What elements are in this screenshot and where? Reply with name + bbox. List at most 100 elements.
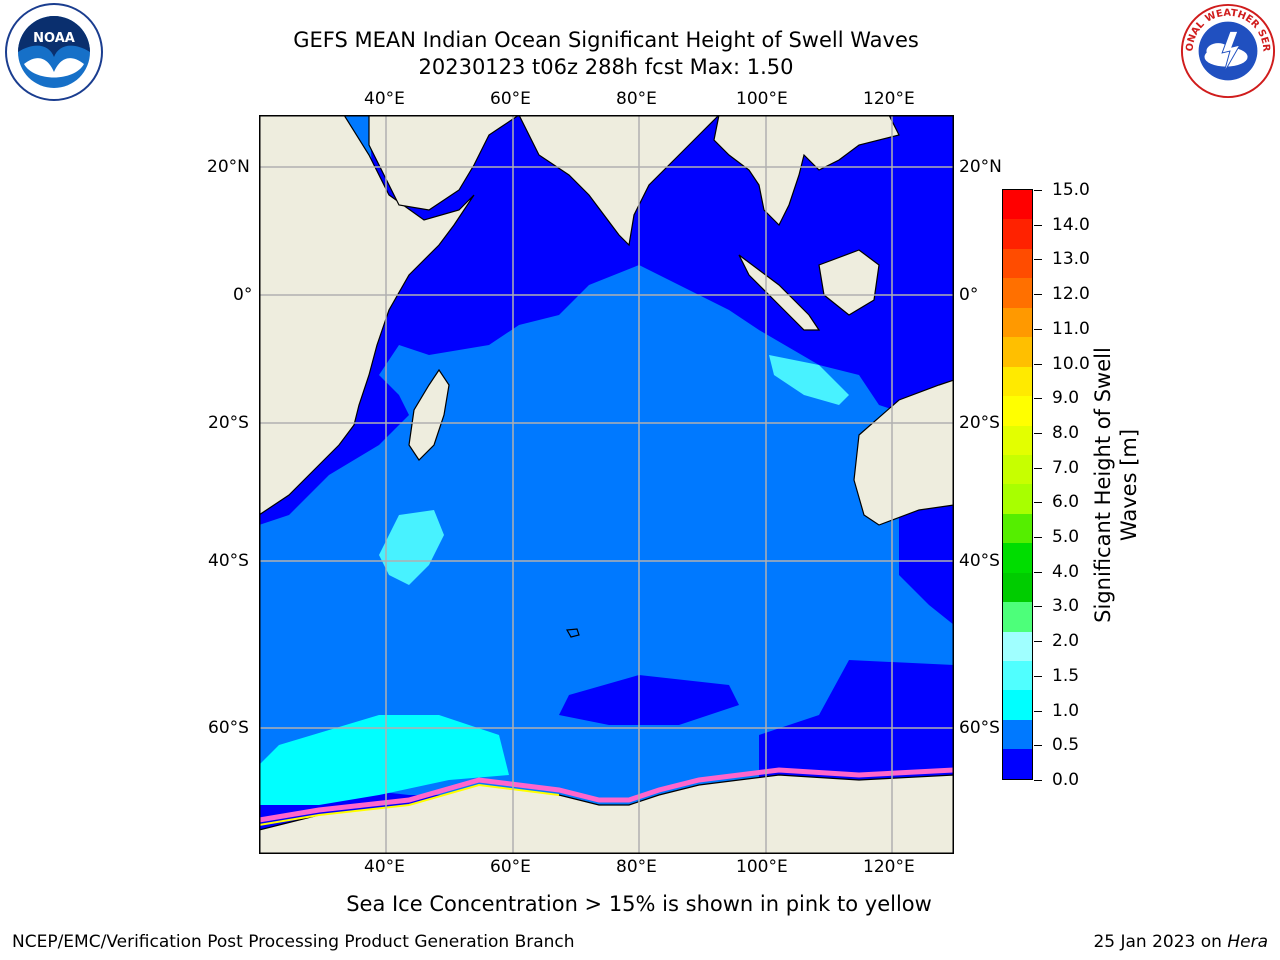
indian-ocean-map — [259, 115, 954, 854]
sea-ice-note: Sea Ice Concentration > 15% is shown in … — [346, 892, 932, 916]
noaa-logo: NOAA — [5, 3, 103, 101]
colorbar-tick-label: 15.0 — [1052, 180, 1090, 200]
noaa-logo-text: NOAA — [33, 31, 75, 46]
land-southeast-asia — [713, 115, 900, 227]
land-arabia — [368, 115, 521, 211]
colorbar-tick — [1034, 294, 1042, 296]
colorbar-tick — [1034, 710, 1042, 712]
lon-label-bottom-100e: 100°E — [736, 857, 788, 877]
lat-label-right-0: 0° — [959, 285, 979, 305]
colorbar-tick — [1034, 259, 1042, 261]
lat-label-left-20s: 20°S — [208, 413, 249, 433]
colorbar-segment — [1003, 719, 1032, 750]
colorbar-segment — [1003, 425, 1032, 455]
colorbar-segment — [1003, 690, 1032, 720]
colorbar-tick — [1034, 467, 1042, 469]
colorbar-tick — [1034, 675, 1042, 677]
lon-label-top-60e: 60°E — [490, 89, 531, 109]
colorbar-tick — [1034, 398, 1042, 400]
lon-label-bottom-120e: 120°E — [863, 857, 915, 877]
lat-label-left-20n: 20°N — [207, 157, 250, 177]
credit-date-text: 25 Jan 2023 on — [1093, 932, 1228, 952]
colorbar-segment — [1003, 749, 1032, 779]
colorbar-tick — [1034, 363, 1042, 365]
colorbar-segment — [1003, 248, 1032, 279]
colorbar-segment — [1003, 543, 1032, 573]
colorbar-tick-label: 11.0 — [1052, 318, 1090, 339]
colorbar-tick — [1034, 641, 1042, 643]
colorbar-segment — [1003, 602, 1032, 632]
map-gridlines — [259, 115, 954, 854]
colorbar-segment — [1003, 631, 1032, 661]
colorbar-tick-label: 9.0 — [1052, 388, 1080, 409]
colorbar-tick-label: 1.0 — [1052, 700, 1080, 721]
land-africa — [259, 115, 475, 516]
colorbar-tick-label: 3.0 — [1052, 596, 1080, 617]
ocean-low-swell-south — [559, 675, 739, 725]
colorbar-segment — [1003, 337, 1032, 367]
colorbar-segment — [1003, 219, 1032, 249]
ocean-low-swell-east — [899, 495, 954, 625]
colorbar-tick-label: 2.0 — [1052, 631, 1080, 652]
lat-label-right-20n: 20°N — [959, 157, 1002, 177]
land-australia — [853, 379, 954, 526]
colorbar-tick — [1034, 328, 1042, 330]
colorbar-tick-label: 10.0 — [1052, 353, 1090, 374]
colorbar-segment — [1003, 484, 1032, 514]
lon-label-top-100e: 100°E — [736, 89, 788, 109]
land-kerguelen — [566, 628, 580, 638]
lon-label-bottom-60e: 60°E — [490, 857, 531, 877]
lon-label-bottom-80e: 80°E — [616, 857, 657, 877]
colorbar-segment — [1003, 366, 1032, 397]
lat-label-right-20s: 20°S — [959, 413, 1000, 433]
lat-label-right-40s: 40°S — [959, 551, 1000, 571]
colorbar-tick-label: 6.0 — [1052, 492, 1080, 513]
colorbar-segment — [1003, 572, 1032, 603]
colorbar-tick-label: 0.5 — [1052, 735, 1080, 756]
nws-logo: NATIONAL WEATHER SERVICE — [1178, 2, 1276, 99]
colorbar — [1002, 189, 1033, 780]
colorbar-tick-label: 12.0 — [1052, 284, 1090, 305]
credit-machine: Hera — [1227, 932, 1268, 952]
colorbar-tick — [1034, 224, 1042, 226]
lon-label-top-80e: 80°E — [616, 89, 657, 109]
colorbar-tick-label: 1.5 — [1052, 665, 1080, 686]
lon-label-top-40e: 40°E — [364, 89, 405, 109]
colorbar-tick-label: 14.0 — [1052, 214, 1090, 235]
colorbar-segment — [1003, 661, 1032, 691]
colorbar-segment — [1003, 513, 1032, 544]
colorbar-tick-label: 13.0 — [1052, 249, 1090, 270]
map-subtitle: 20230123 t06z 288h fcst Max: 1.50 — [418, 55, 794, 79]
map-title: GEFS MEAN Indian Ocean Significant Heigh… — [293, 28, 919, 52]
colorbar-tick-label: 4.0 — [1052, 561, 1080, 582]
colorbar-tick — [1034, 537, 1042, 539]
colorbar-tick — [1034, 571, 1042, 573]
colorbar-segment — [1003, 307, 1032, 338]
colorbar-tick — [1034, 780, 1042, 781]
credit-branch: NCEP/EMC/Verification Post Processing Pr… — [12, 932, 575, 952]
colorbar-title: Significant Height of Swell Waves [m] — [1091, 347, 1141, 623]
colorbar-tick-label: 7.0 — [1052, 457, 1080, 478]
colorbar-tick — [1034, 190, 1042, 191]
colorbar-tick — [1034, 606, 1042, 608]
colorbar-tick — [1034, 432, 1042, 434]
colorbar-segment — [1003, 454, 1032, 485]
colorbar-tick — [1034, 502, 1042, 504]
sea-ice-edge — [259, 767, 954, 823]
lat-label-left-40s: 40°S — [208, 551, 249, 571]
colorbar-tick — [1034, 745, 1042, 747]
credit-date: 25 Jan 2023 on Hera — [1093, 932, 1268, 952]
lat-label-right-60s: 60°S — [959, 718, 1000, 738]
colorbar-tick-label: 8.0 — [1052, 422, 1080, 443]
land-madagascar — [408, 368, 450, 461]
lon-label-top-120e: 120°E — [863, 89, 915, 109]
colorbar-segment — [1003, 190, 1032, 220]
lat-label-left-0: 0° — [233, 285, 253, 305]
land-sumatra — [738, 254, 821, 331]
colorbar-segment — [1003, 396, 1032, 426]
ocean-high-swell-south — [259, 715, 509, 805]
colorbar-segment — [1003, 278, 1032, 308]
colorbar-tick-label: 5.0 — [1052, 527, 1080, 548]
lat-label-left-60s: 60°S — [208, 718, 249, 738]
lon-label-bottom-40e: 40°E — [364, 857, 405, 877]
